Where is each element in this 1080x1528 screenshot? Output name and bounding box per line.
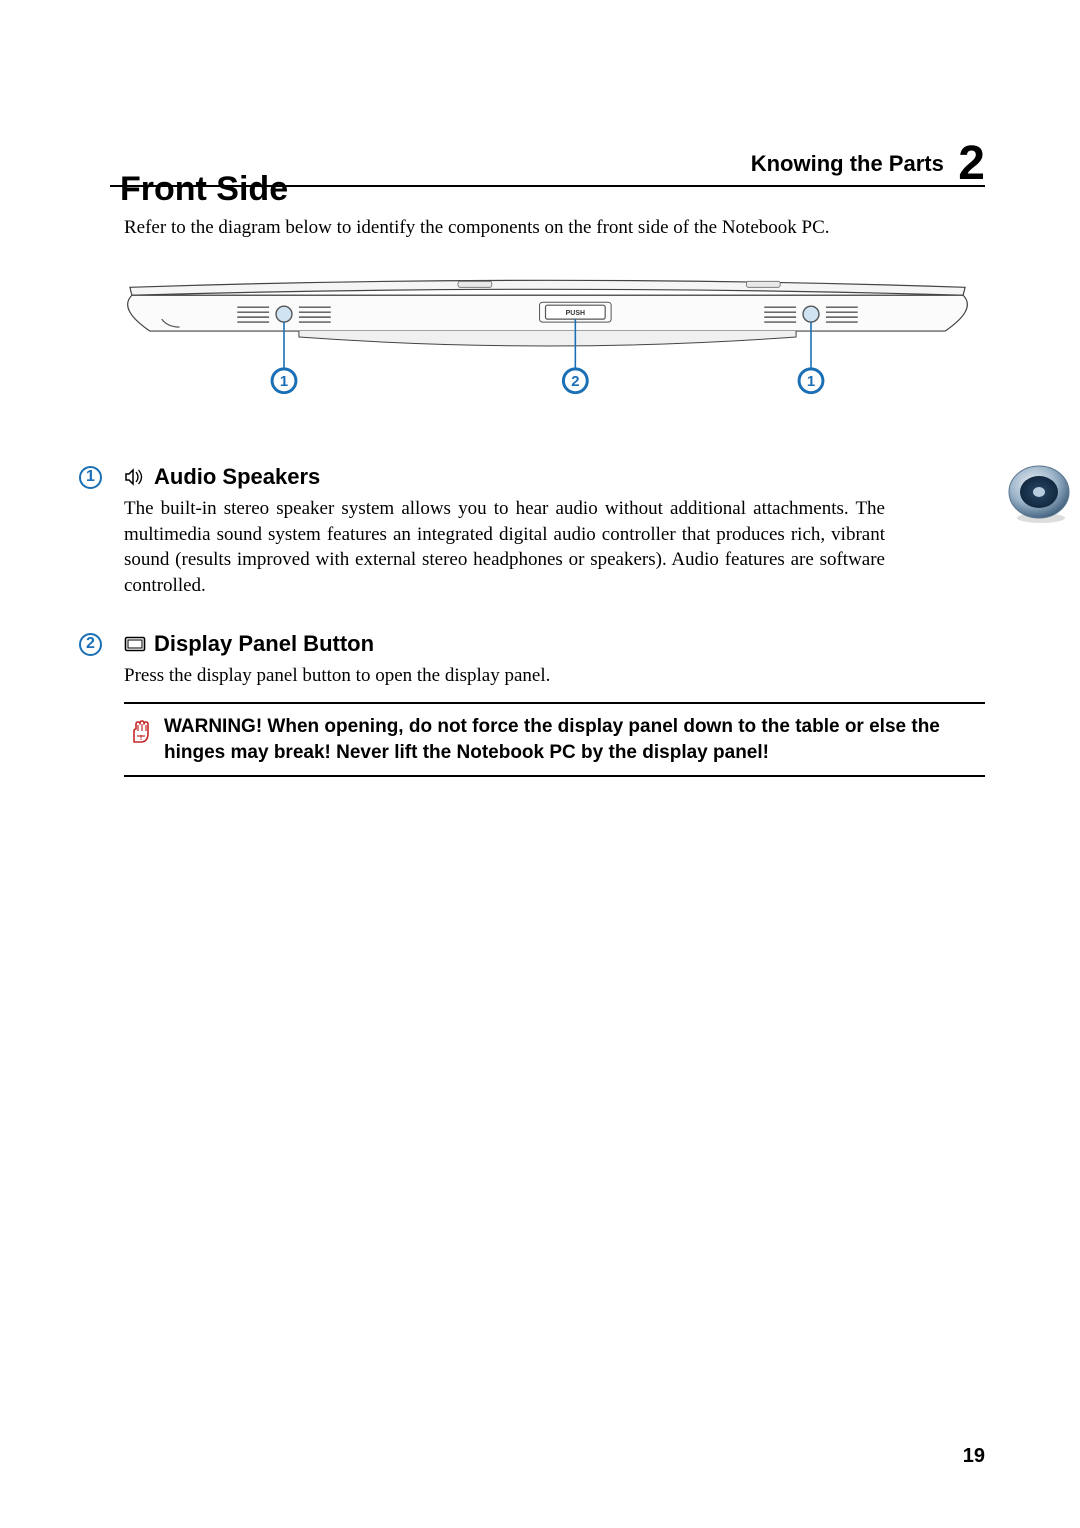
chapter-number: 2 — [958, 137, 985, 190]
section-intro: Refer to the diagram below to identify t… — [124, 217, 985, 239]
item-title-2: Display Panel Button — [154, 631, 374, 657]
warning-text: WARNING! When opening, do not force the … — [164, 714, 985, 765]
diagram-callout-2: 2 — [571, 374, 579, 390]
speaker-photo-icon — [1005, 462, 1075, 531]
item-marker-2: 2 — [79, 633, 102, 656]
push-label: PUSH — [566, 310, 585, 317]
marker-number-2: 2 — [79, 633, 102, 656]
document-page: Knowing the Parts 2 Front Side Refer to … — [0, 0, 1080, 1528]
diagram-callout-3: 1 — [807, 374, 815, 390]
item-title-1: Audio Speakers — [154, 464, 320, 490]
item-audio-speakers: 1 Audio Speakers The built-in stereo spe… — [124, 464, 985, 599]
chapter-header: Knowing the Parts 2 — [751, 140, 985, 188]
notebook-front-svg: PUSH 1 2 1 — [110, 259, 985, 419]
item-body-2: Press the display panel button to open t… — [124, 663, 985, 689]
header-rule — [110, 185, 985, 187]
svg-text:!: ! — [140, 735, 142, 742]
display-icon — [124, 635, 146, 653]
page-number: 19 — [963, 1445, 985, 1468]
chapter-label: Knowing the Parts — [751, 151, 944, 176]
item-marker-1: 1 — [79, 466, 102, 489]
speaker-icon — [124, 468, 146, 486]
item-heading-1: Audio Speakers — [124, 464, 985, 490]
diagram-callout-1: 1 — [280, 374, 288, 390]
item-heading-2: Display Panel Button — [124, 631, 985, 657]
item-display-panel-button: 2 Display Panel Button Press the display… — [124, 631, 985, 778]
marker-number-1: 1 — [79, 466, 102, 489]
front-side-diagram: PUSH 1 2 1 — [110, 259, 985, 424]
hand-warning-icon: ! — [128, 716, 154, 749]
item-body-1: The built-in stereo speaker system allow… — [124, 496, 985, 599]
warning-box: ! WARNING! When opening, do not force th… — [124, 702, 985, 777]
